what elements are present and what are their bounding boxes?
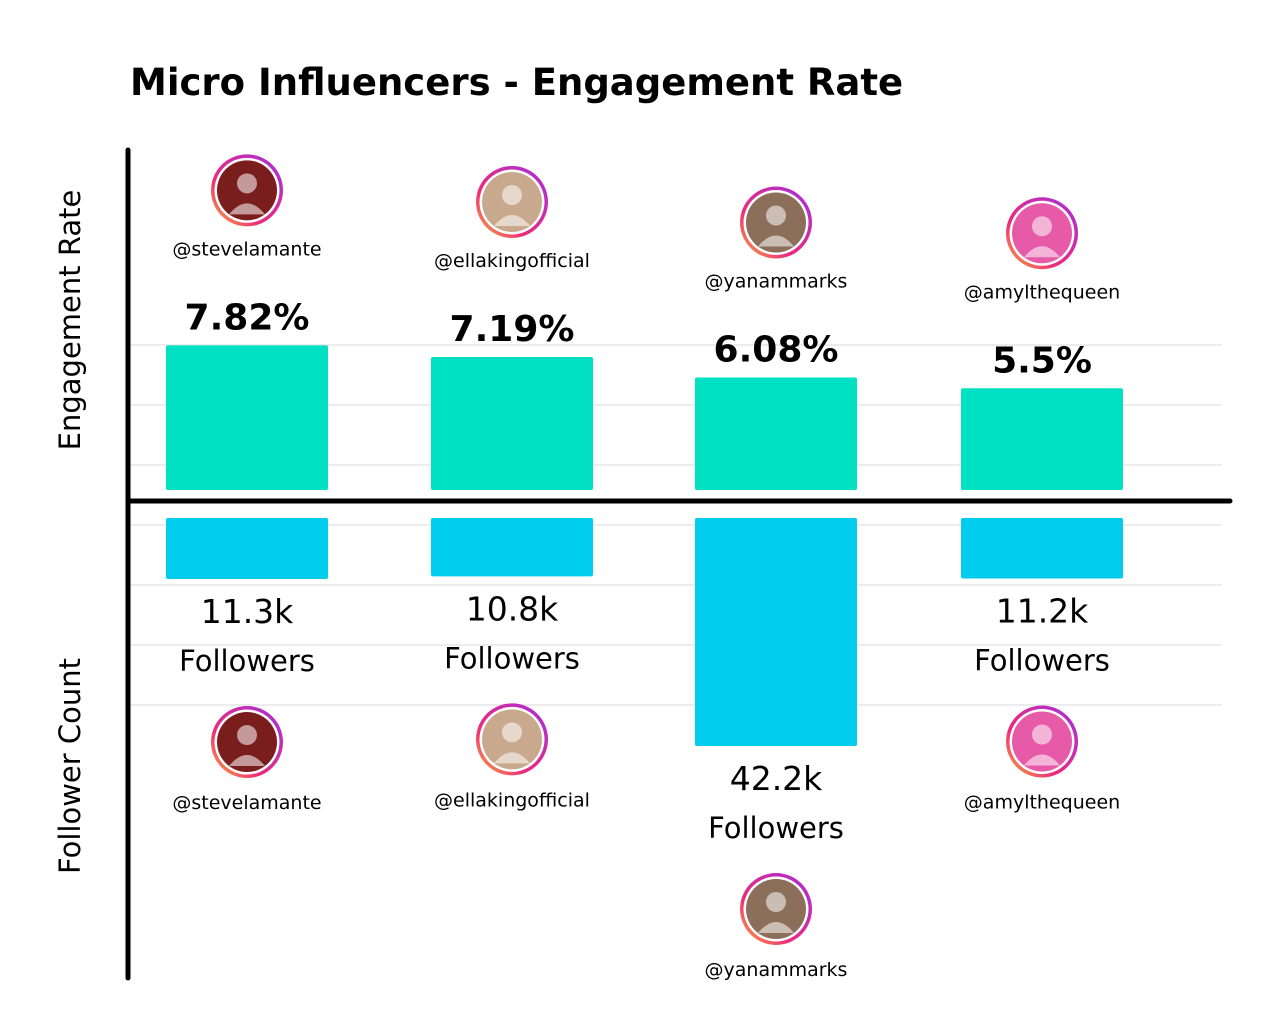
chart-marks: 7.82% @stevelamante 11.3k Followers @stevela… xyxy=(166,154,1123,981)
followers-suffix-label: Followers xyxy=(444,641,580,675)
engagement-value-label: 6.08% xyxy=(714,330,839,371)
engagement-bar xyxy=(695,377,857,490)
chart-title: Micro Influencers - Engagement Rate xyxy=(130,61,903,104)
avatar xyxy=(1006,197,1078,270)
top-axis-label: Engagement Rate xyxy=(53,190,87,451)
engagement-bar xyxy=(961,388,1123,490)
avatar xyxy=(211,706,283,779)
handle-label-bottom: @ellakingofficial xyxy=(434,789,590,811)
follower-bar xyxy=(431,518,593,577)
engagement-value-label: 5.5% xyxy=(992,340,1092,381)
avatar xyxy=(1006,705,1078,778)
avatar xyxy=(476,165,548,238)
avatar xyxy=(211,154,283,227)
handle-label-bottom: @stevelamante xyxy=(172,792,321,814)
followers-suffix-label: Followers xyxy=(708,811,844,845)
handle-label-top: @yanammarks xyxy=(705,271,848,293)
engagement-bar xyxy=(166,345,328,490)
avatar xyxy=(476,703,548,776)
follower-bar xyxy=(961,518,1123,579)
handle-label-top: @stevelamante xyxy=(172,238,321,260)
follower-value-label: 11.3k xyxy=(201,592,294,631)
followers-suffix-label: Followers xyxy=(179,644,315,678)
engagement-bar xyxy=(431,356,593,490)
avatar xyxy=(740,873,812,945)
bottom-axis-label: Follower Count xyxy=(53,658,87,874)
handle-label-bottom: @amylthequeen xyxy=(964,792,1120,814)
followers-suffix-label: Followers xyxy=(974,644,1110,678)
handle-label-top: @ellakingofficial xyxy=(434,250,590,272)
engagement-value-label: 7.82% xyxy=(185,297,310,338)
follower-value-label: 10.8k xyxy=(466,589,559,628)
follower-bar xyxy=(166,518,328,580)
follower-value-label: 42.2k xyxy=(730,759,823,798)
handle-label-bottom: @yanammarks xyxy=(705,959,848,981)
engagement-value-label: 7.19% xyxy=(450,309,575,350)
handle-label-top: @amylthequeen xyxy=(964,281,1120,303)
follower-value-label: 11.2k xyxy=(996,592,1089,631)
follower-bar xyxy=(695,518,857,746)
avatar xyxy=(740,186,812,259)
